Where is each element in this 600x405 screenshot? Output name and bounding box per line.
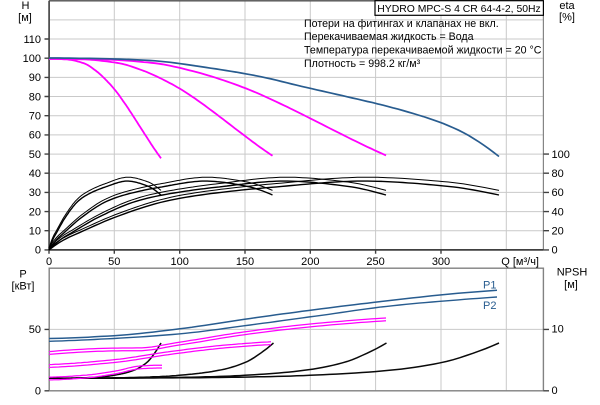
svg-text:[м]: [м] xyxy=(564,279,578,291)
svg-text:100: 100 xyxy=(23,53,41,65)
svg-text:30: 30 xyxy=(29,187,41,199)
svg-text:20: 20 xyxy=(552,226,564,238)
svg-text:0: 0 xyxy=(552,245,558,257)
svg-text:eta: eta xyxy=(559,0,575,12)
svg-text:300: 300 xyxy=(432,256,450,268)
svg-text:H: H xyxy=(22,0,30,12)
svg-text:60: 60 xyxy=(552,187,564,199)
svg-text:Потери на фитингах и клапанах: Потери на фитингах и клапанах не вкл. xyxy=(304,18,499,30)
svg-text:60: 60 xyxy=(29,130,41,142)
svg-text:90: 90 xyxy=(29,72,41,84)
svg-text:40: 40 xyxy=(552,206,564,218)
svg-text:100: 100 xyxy=(552,149,570,161)
svg-text:[%]: [%] xyxy=(559,12,575,24)
svg-text:10: 10 xyxy=(29,226,41,238)
svg-text:NPSH: NPSH xyxy=(557,267,588,279)
svg-text:Плотность = 998.2 кг/м³: Плотность = 998.2 кг/м³ xyxy=(304,58,421,70)
svg-text:70: 70 xyxy=(29,111,41,123)
svg-text:[кВт]: [кВт] xyxy=(12,280,35,292)
svg-text:150: 150 xyxy=(236,256,254,268)
svg-text:10: 10 xyxy=(552,324,564,336)
svg-text:100: 100 xyxy=(171,256,189,268)
svg-text:50: 50 xyxy=(108,256,120,268)
svg-text:0: 0 xyxy=(552,385,558,397)
svg-text:0: 0 xyxy=(35,245,41,257)
svg-text:0: 0 xyxy=(35,386,41,398)
svg-text:20: 20 xyxy=(29,206,41,218)
svg-text:HYDRO MPC-S 4 CR 64-4-2, 50Hz: HYDRO MPC-S 4 CR 64-4-2, 50Hz xyxy=(377,4,540,15)
svg-text:Перекачиваемая жидкость = Вода: Перекачиваемая жидкость = Вода xyxy=(304,31,474,43)
svg-text:P: P xyxy=(19,269,26,281)
svg-text:Q [м³/ч]: Q [м³/ч] xyxy=(501,256,539,268)
svg-text:200: 200 xyxy=(301,256,319,268)
svg-text:50: 50 xyxy=(29,324,41,336)
svg-text:250: 250 xyxy=(366,256,384,268)
svg-text:[м]: [м] xyxy=(18,12,32,24)
svg-text:P2: P2 xyxy=(483,300,496,312)
svg-text:80: 80 xyxy=(552,168,564,180)
svg-text:0: 0 xyxy=(46,256,52,268)
svg-text:40: 40 xyxy=(29,168,41,180)
svg-text:Температура перекачиваемой жид: Температура перекачиваемой жидкости = 20… xyxy=(304,45,542,57)
svg-text:P1: P1 xyxy=(483,280,496,292)
svg-text:110: 110 xyxy=(23,34,41,46)
svg-text:50: 50 xyxy=(29,149,41,161)
svg-text:80: 80 xyxy=(29,91,41,103)
